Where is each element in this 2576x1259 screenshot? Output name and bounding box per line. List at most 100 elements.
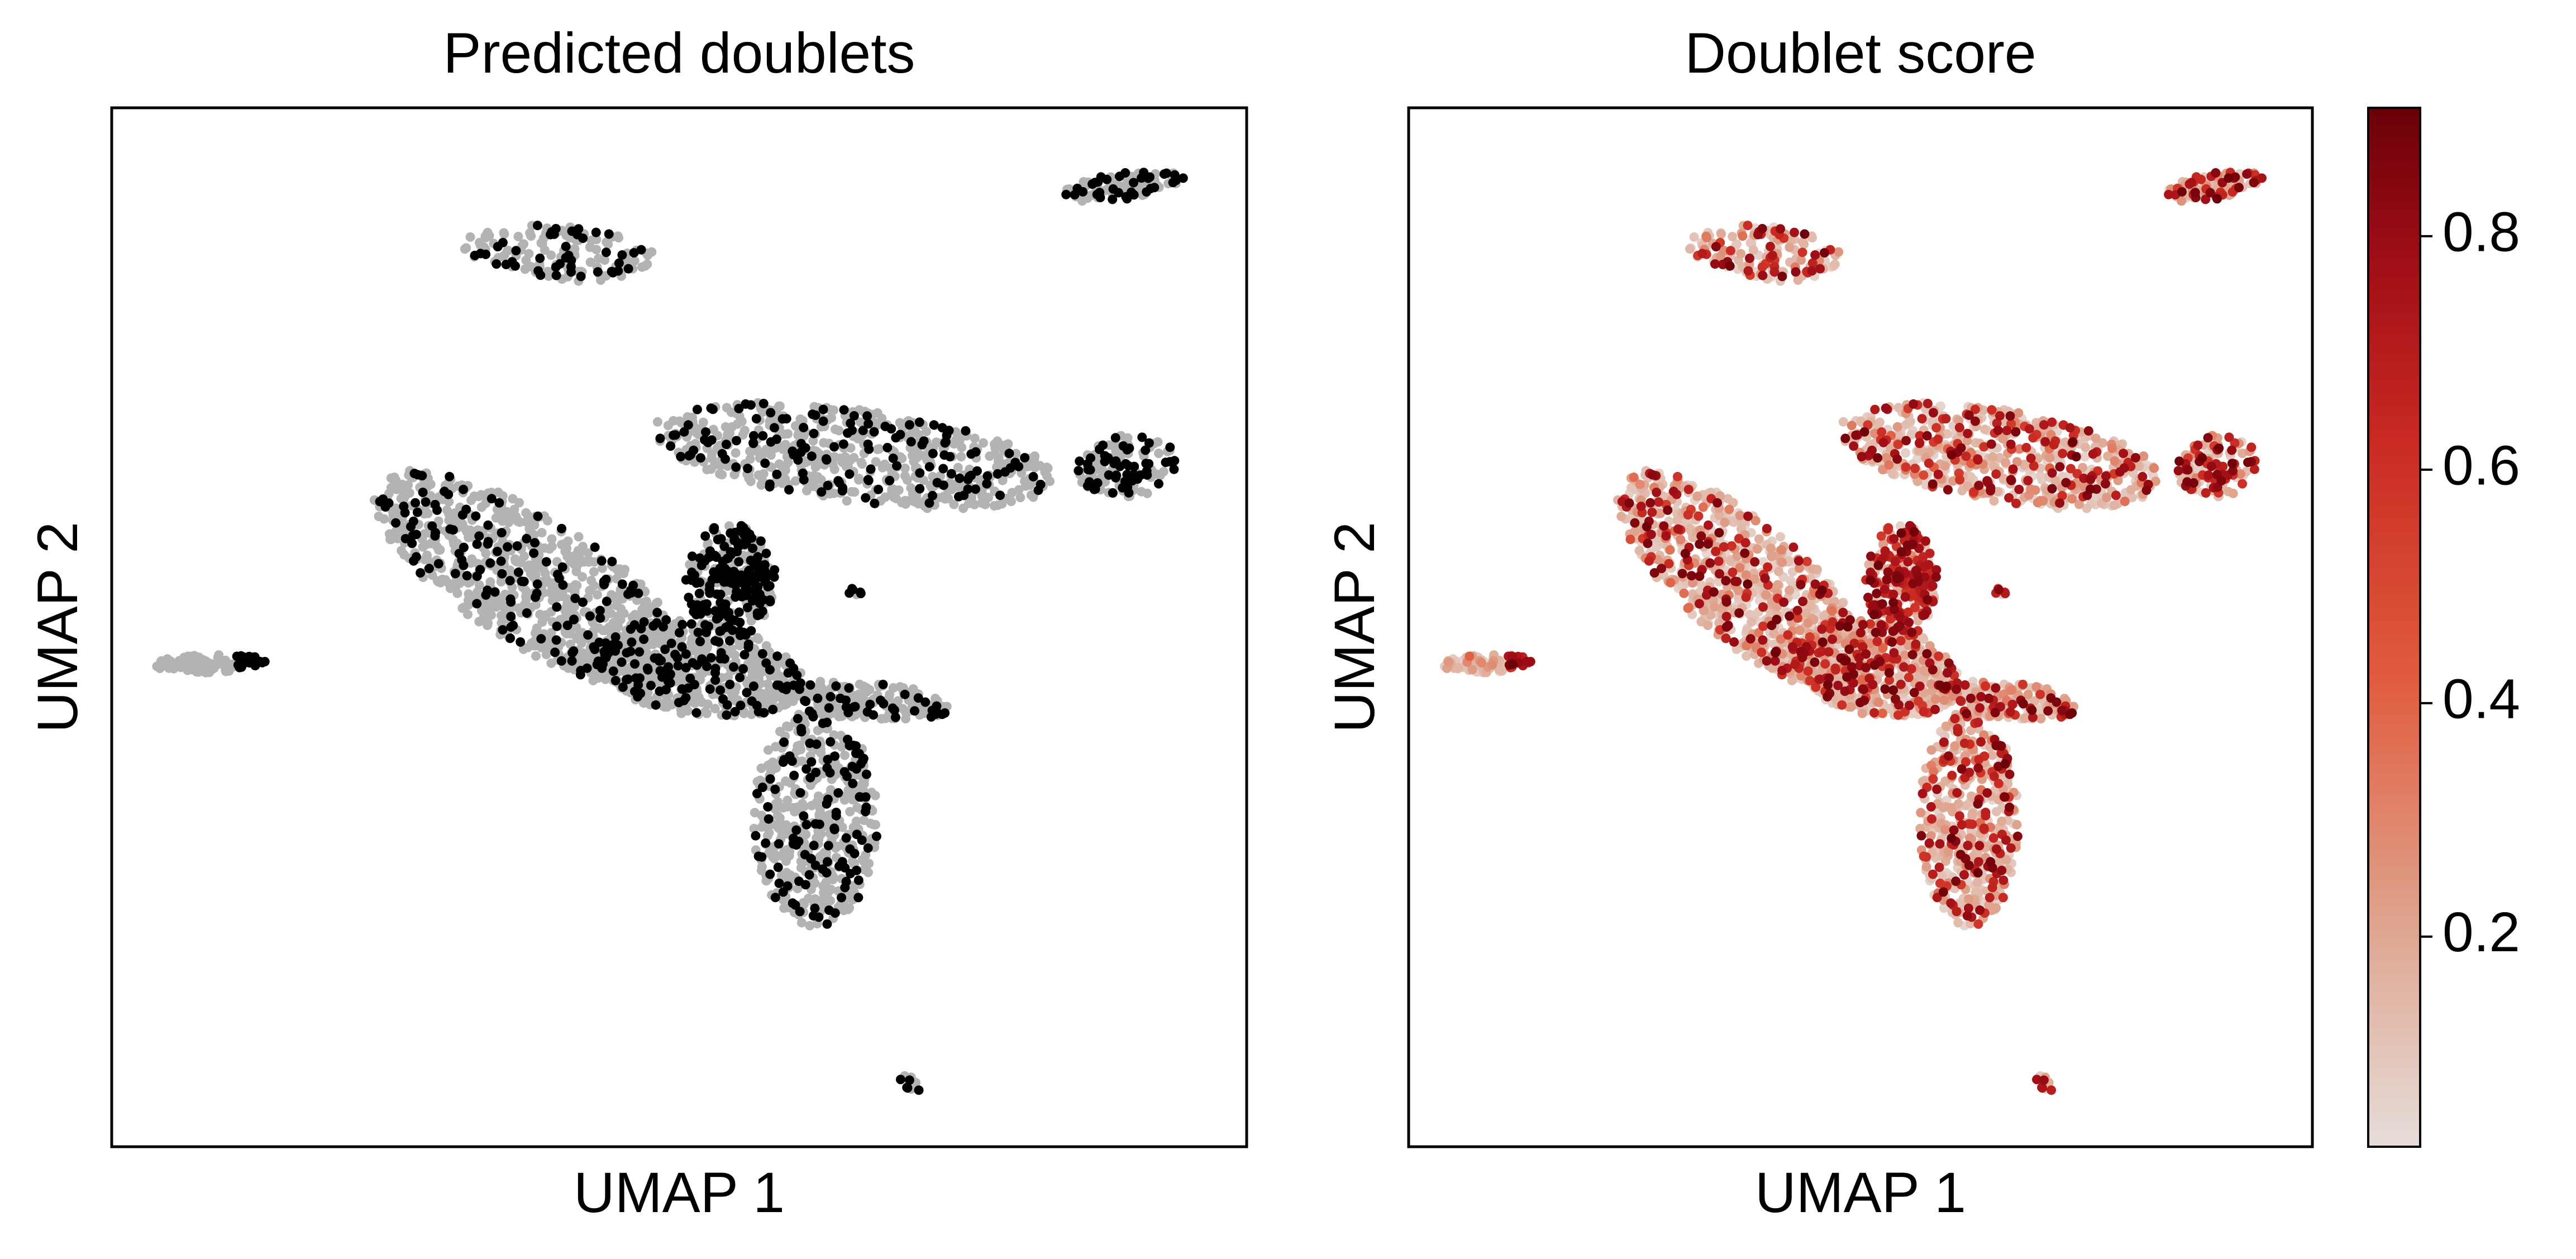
doublet-point bbox=[702, 661, 712, 671]
doublet-point bbox=[858, 426, 868, 436]
cell-point bbox=[744, 471, 754, 481]
doublet-point bbox=[937, 423, 947, 433]
doublet-point bbox=[738, 664, 748, 674]
doublet-point bbox=[445, 524, 455, 534]
doublet-point bbox=[1111, 473, 1120, 483]
doublet-point bbox=[915, 468, 925, 478]
cell-point bbox=[740, 426, 750, 436]
cell-point bbox=[990, 443, 1000, 454]
doublet-point bbox=[771, 434, 781, 444]
cell-point bbox=[630, 609, 640, 619]
cell-point bbox=[814, 852, 824, 862]
doublet-point bbox=[674, 698, 684, 708]
cell-point bbox=[204, 667, 214, 678]
doublet-point bbox=[576, 271, 586, 282]
doublet-point bbox=[829, 823, 839, 833]
cell-point bbox=[957, 442, 967, 452]
cell-point bbox=[977, 498, 987, 508]
cell-point bbox=[839, 905, 849, 915]
cell-point bbox=[484, 231, 494, 241]
cell-point bbox=[703, 699, 713, 709]
doublet-point bbox=[892, 461, 901, 471]
cell-point bbox=[1731, 239, 1742, 249]
cell-point bbox=[586, 235, 597, 245]
cell-point bbox=[629, 256, 640, 266]
doublet-point bbox=[834, 478, 845, 488]
cell-point bbox=[201, 656, 211, 666]
doublet-point bbox=[799, 423, 809, 432]
cell-point bbox=[993, 436, 1003, 446]
doublet-point bbox=[707, 435, 717, 445]
cell-point bbox=[1011, 449, 1021, 459]
doublet-point bbox=[511, 261, 520, 271]
cell-point bbox=[1991, 807, 2001, 817]
doublet-point bbox=[834, 861, 845, 871]
cell-point bbox=[2080, 452, 2090, 462]
doublet-point bbox=[412, 507, 422, 517]
cell-point bbox=[1838, 417, 1848, 427]
doublet-point bbox=[687, 551, 697, 561]
doublet-point bbox=[1110, 433, 1120, 443]
doublet-point bbox=[748, 681, 759, 691]
doublet-point bbox=[772, 680, 782, 690]
cell-point bbox=[399, 550, 409, 560]
doublet-point bbox=[485, 558, 495, 568]
cell-point bbox=[653, 598, 662, 607]
cell-point bbox=[913, 430, 923, 440]
doublet-point bbox=[1171, 175, 1181, 185]
cell-point bbox=[715, 469, 724, 479]
cell-point bbox=[749, 823, 759, 833]
doublet-point bbox=[1137, 173, 1146, 183]
doublet-point bbox=[810, 903, 820, 913]
cell-point bbox=[664, 700, 674, 710]
doublet-point bbox=[432, 505, 442, 515]
cell-point bbox=[403, 488, 413, 498]
doublet-point bbox=[722, 710, 732, 720]
doublet-point bbox=[924, 462, 934, 472]
doublet-point bbox=[1090, 484, 1100, 494]
cell-point bbox=[689, 645, 699, 655]
doublet-point bbox=[676, 452, 686, 461]
cell-point bbox=[1830, 259, 1840, 269]
doublet-point bbox=[552, 602, 562, 612]
panel-predicted-doublets: Predicted doublets UMAP 1 UMAP 2 bbox=[26, 21, 1248, 1224]
doublet-point bbox=[742, 603, 752, 613]
doublet-point bbox=[995, 490, 1005, 500]
cell-point bbox=[1042, 471, 1052, 481]
cell-point bbox=[757, 407, 767, 417]
doublet-point bbox=[805, 772, 815, 783]
doublet-point bbox=[566, 267, 576, 277]
doublet-point bbox=[1111, 456, 1121, 466]
doublet-point bbox=[836, 693, 845, 703]
cell-point bbox=[588, 675, 598, 685]
cell-point bbox=[869, 819, 879, 829]
doublet-point bbox=[757, 783, 767, 793]
cell-point bbox=[597, 563, 607, 573]
cell-point bbox=[837, 742, 847, 752]
cell-point bbox=[780, 440, 790, 450]
cell-point bbox=[531, 570, 541, 580]
doublet-point bbox=[722, 700, 732, 710]
doublet-point bbox=[853, 893, 864, 903]
cell-point bbox=[1888, 469, 1898, 479]
doublet-point bbox=[705, 684, 715, 694]
doublet-point bbox=[937, 709, 947, 719]
doublet-point bbox=[1178, 173, 1188, 183]
doublet-point bbox=[731, 462, 741, 472]
doublet-point bbox=[658, 622, 668, 632]
cell-point bbox=[771, 742, 781, 752]
doublet-point bbox=[824, 703, 834, 713]
cell-point bbox=[522, 594, 531, 604]
doublet-point bbox=[861, 807, 870, 817]
doublet-point bbox=[483, 537, 493, 547]
doublet-point bbox=[793, 455, 803, 465]
doublet-point bbox=[770, 784, 780, 794]
doublet-point bbox=[723, 566, 733, 576]
doublet-point bbox=[746, 626, 756, 636]
cell-point bbox=[763, 745, 773, 755]
doublet-point bbox=[445, 471, 455, 481]
doublet-point bbox=[472, 571, 482, 581]
doublet-point bbox=[474, 531, 484, 541]
cell-point bbox=[841, 461, 851, 471]
cell-point bbox=[727, 422, 737, 432]
